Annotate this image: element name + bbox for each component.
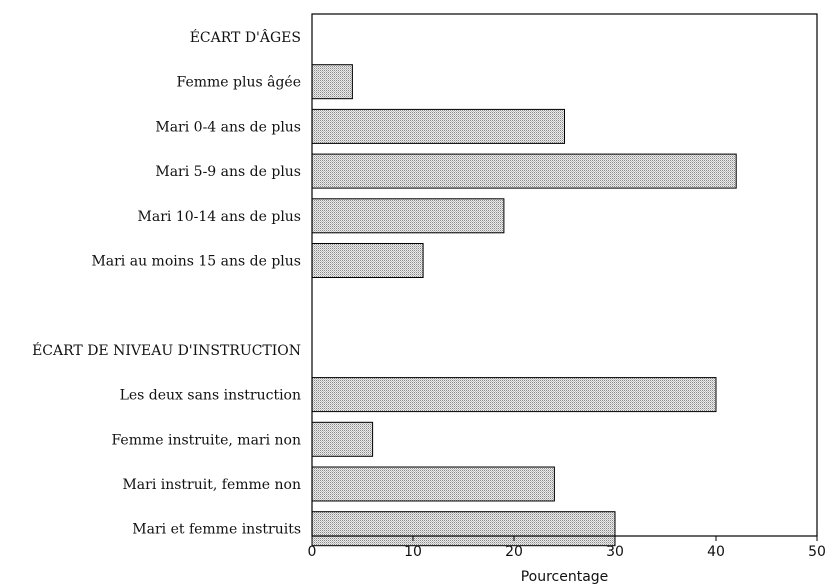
bar xyxy=(311,511,616,547)
category-label: Mari instruit, femme non xyxy=(122,477,301,493)
bar xyxy=(311,243,424,278)
x-tick-label: 50 xyxy=(808,544,826,560)
x-tick-label: 0 xyxy=(308,544,317,560)
x-tick-label: 30 xyxy=(606,544,624,560)
category-label: Femme instruite, mari non xyxy=(111,432,301,448)
x-tick-label: 10 xyxy=(404,544,422,560)
bars-group: ÉCART D'ÂGES Femme plus âgée Mari 0-4 ans … xyxy=(32,28,737,547)
bar xyxy=(311,377,717,413)
category-label: Mari 0-4 ans de plus xyxy=(155,119,301,135)
category-label: Les deux sans instruction xyxy=(120,388,301,404)
section-header: ÉCART DE NIVEAU D'INSTRUCTION xyxy=(32,341,301,359)
bar xyxy=(311,421,374,457)
section-header: ÉCART D'ÂGES xyxy=(190,28,301,46)
x-tick-label: 40 xyxy=(707,544,725,560)
bar xyxy=(311,64,353,100)
category-label: Mari et femme instruits xyxy=(132,522,301,538)
bar xyxy=(311,466,555,502)
bar xyxy=(311,108,565,144)
category-label: Mari 10-14 ans de plus xyxy=(138,209,301,225)
category-label: Mari 5-9 ans de plus xyxy=(155,164,301,180)
x-tick-label: 20 xyxy=(505,544,523,560)
bar xyxy=(311,153,737,189)
category-label: Femme plus âgée xyxy=(177,75,302,91)
category-label: Mari au moins 15 ans de plus xyxy=(91,254,301,270)
bar xyxy=(311,198,505,234)
plot-frame xyxy=(311,13,818,537)
x-axis: 0 10 20 30 40 50 xyxy=(308,536,826,560)
x-axis-title: Pourcentage xyxy=(521,569,609,585)
